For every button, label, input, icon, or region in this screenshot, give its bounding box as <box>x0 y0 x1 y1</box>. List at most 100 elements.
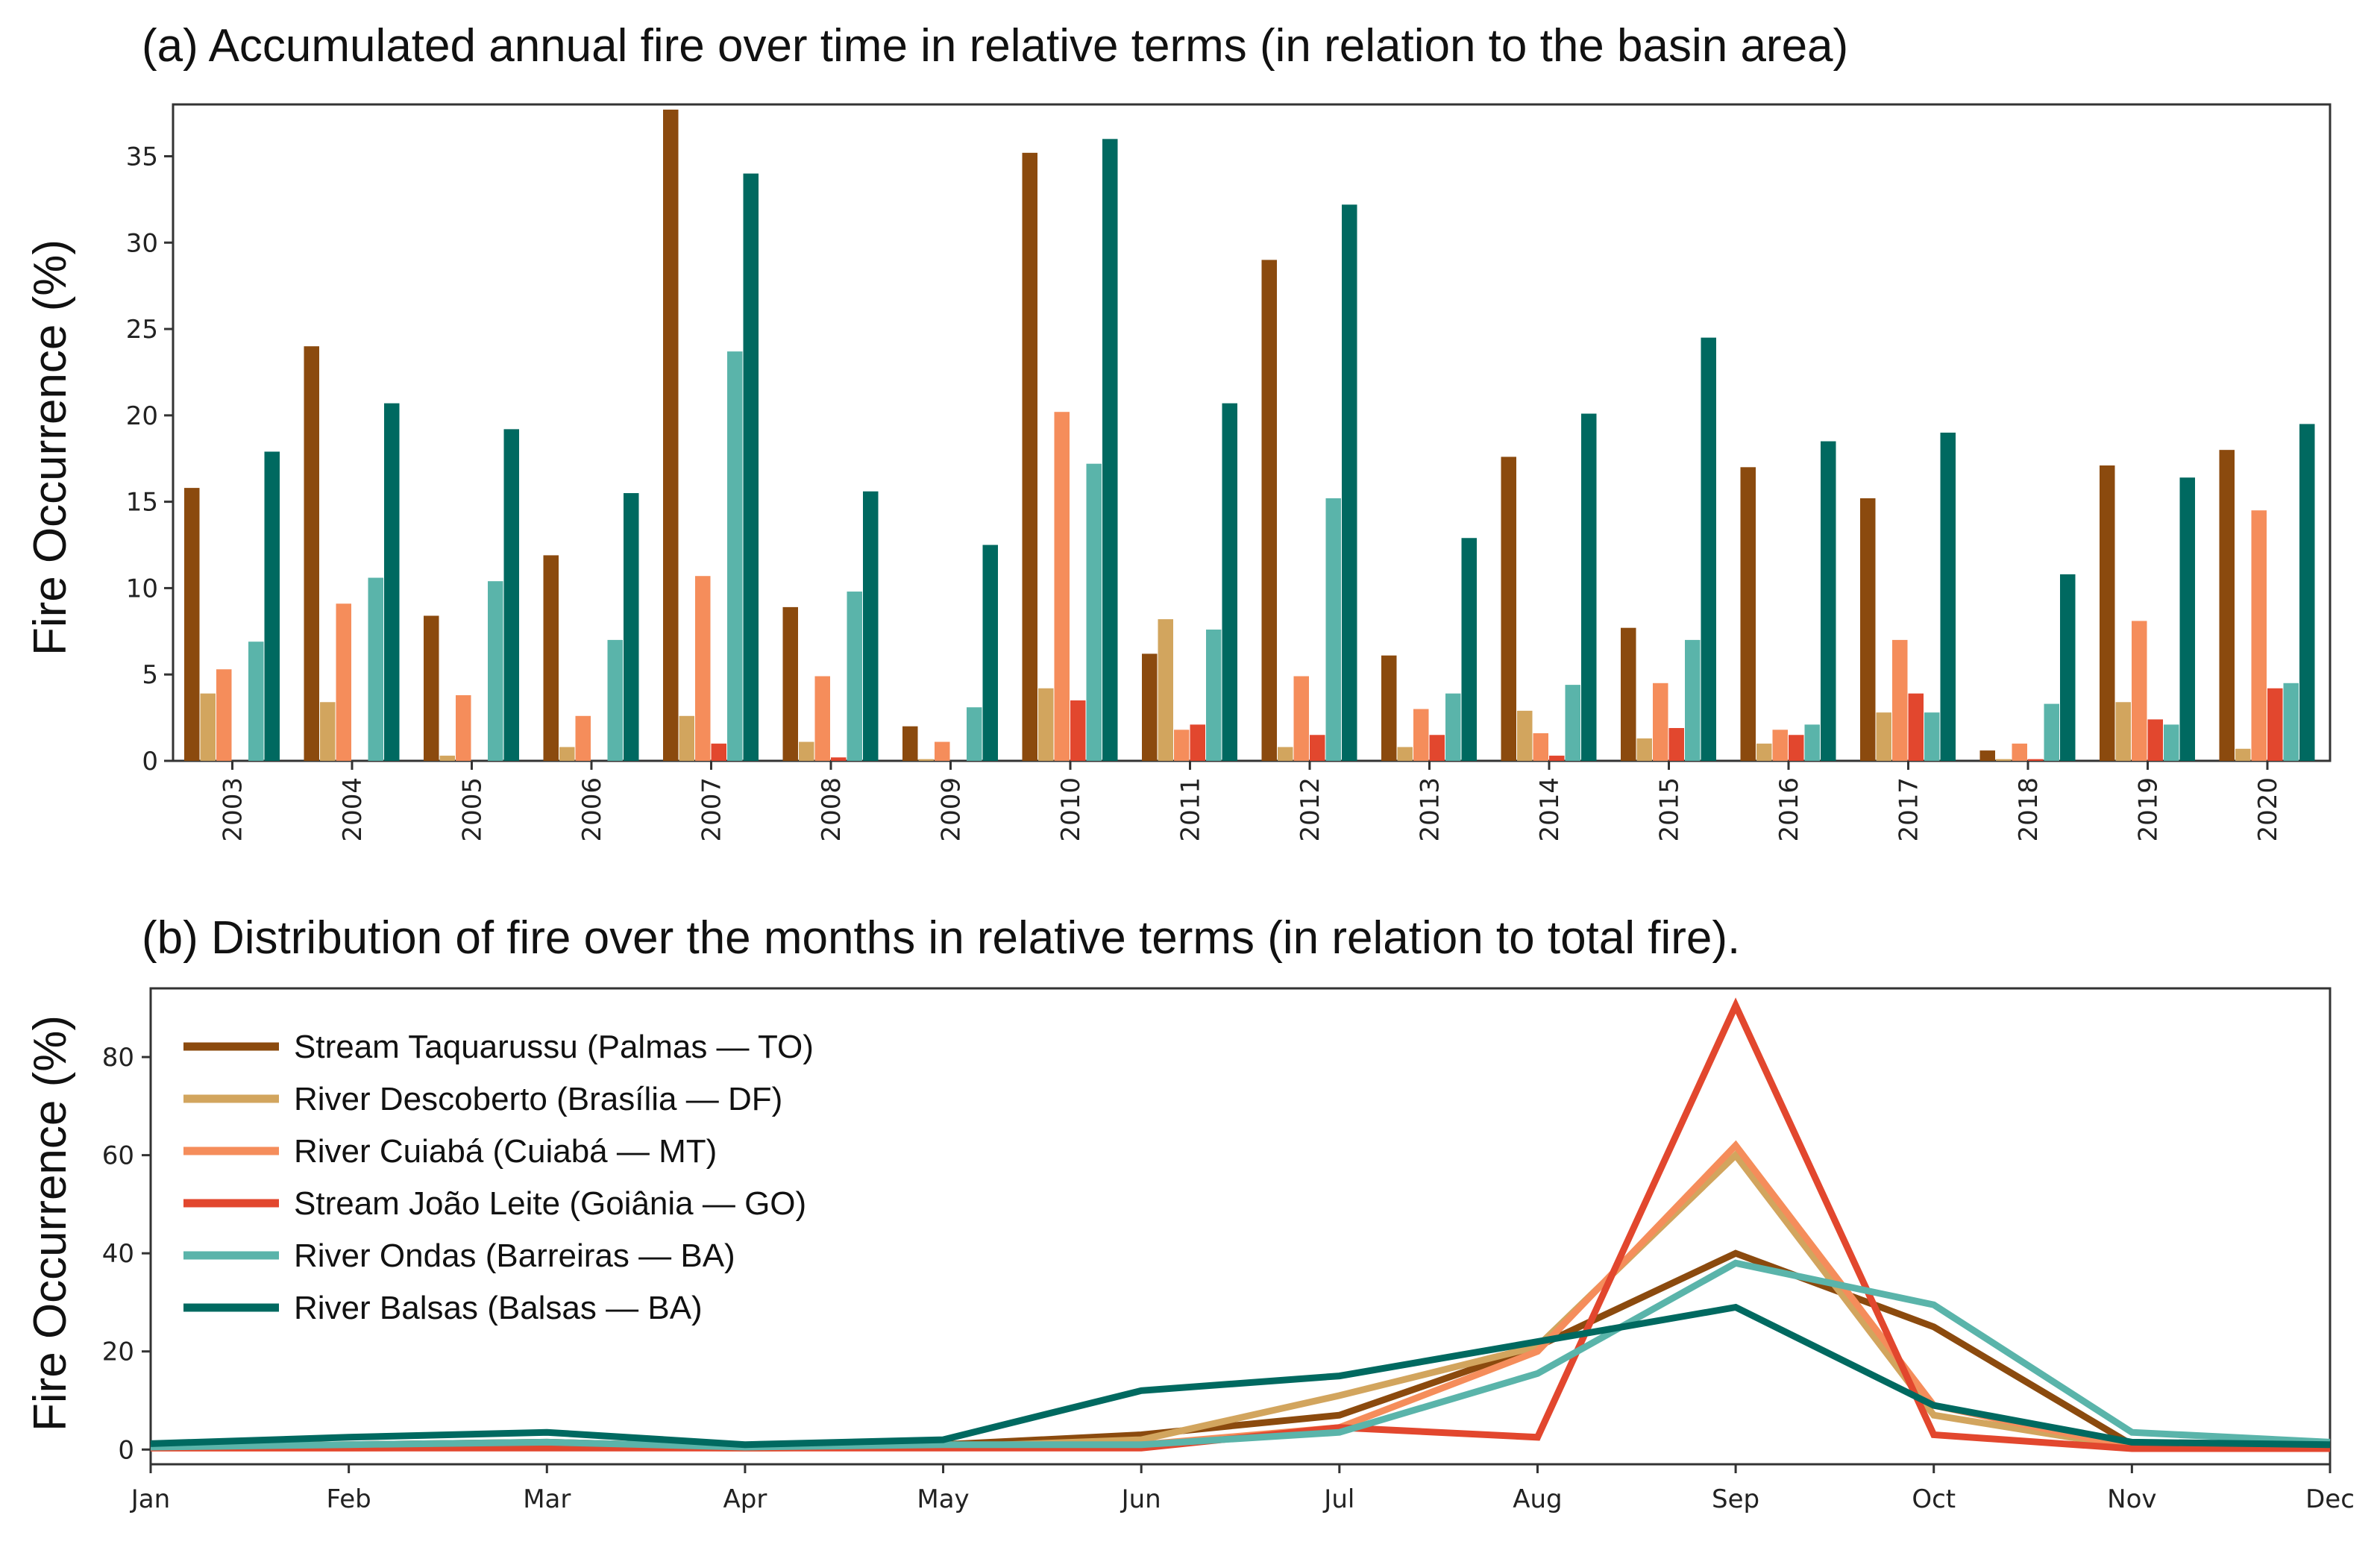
bar-2018-s4 <box>2028 759 2044 761</box>
bar-2013-s6 <box>1461 538 1477 761</box>
x-tick-label: 2017 <box>1894 777 1924 842</box>
bar-2009-s6 <box>982 545 998 761</box>
bar-2016-s6 <box>1821 441 1836 761</box>
bar-2007-s3 <box>695 576 711 761</box>
bar-2010-s1 <box>1022 152 1037 761</box>
bar-2020-s2 <box>2235 748 2251 761</box>
y-tick-label: 0 <box>142 747 158 777</box>
bar-2013-s1 <box>1381 655 1397 761</box>
bar-2019-s1 <box>2100 465 2115 761</box>
bar-2014-s4 <box>1549 756 1565 761</box>
bar-2016-s5 <box>1804 724 1820 761</box>
bar-2004-s1 <box>304 346 319 761</box>
line-series-group <box>150 997 2331 1452</box>
x-tick-label: 2007 <box>697 777 727 842</box>
panel-b-y-axis-label: Fire Occurrence (%) <box>25 1015 76 1431</box>
bar-2017-s1 <box>1860 498 1876 761</box>
bar-2015-s6 <box>1701 337 1716 761</box>
line-chart-frame <box>149 987 2332 1466</box>
bar-2008-s5 <box>847 592 862 761</box>
x-tick-label: 2016 <box>1774 777 1804 842</box>
bar-2011-s3 <box>1174 730 1190 761</box>
bar-2017-s4 <box>1908 693 1924 761</box>
bar-2005-s5 <box>488 581 503 761</box>
x-tick-label: 2006 <box>577 777 607 842</box>
bar-2006-s5 <box>607 639 623 761</box>
bar-2004-s6 <box>384 403 400 761</box>
bar-2019-s6 <box>2179 477 2195 761</box>
bar-2019-s2 <box>2115 702 2131 761</box>
bar-2013-s2 <box>1397 747 1413 761</box>
y-tick-label: 15 <box>126 488 158 518</box>
y-tick-label: 40 <box>102 1239 134 1269</box>
x-tick-label-jan: Jan <box>130 1484 170 1514</box>
bar-2010-s3 <box>1054 412 1070 761</box>
bar-2019-s3 <box>2132 621 2147 761</box>
y-tick-label: 5 <box>142 660 158 690</box>
legend: Stream Taquarussu (Palmas — TO) River Des… <box>183 1029 814 1326</box>
bar-2020-s1 <box>2219 450 2235 761</box>
bar-2006-s6 <box>624 493 639 761</box>
panel-a-y-axis-label: Fire Occurrence (%) <box>25 239 76 656</box>
bar-2011-s5 <box>1206 630 1222 761</box>
x-tick-label: 2014 <box>1535 777 1565 842</box>
bar-2009-s2 <box>918 759 934 761</box>
x-tick-label: 2020 <box>2253 777 2283 842</box>
bar-2006-s2 <box>559 747 575 761</box>
bar-2018-s5 <box>2044 703 2059 761</box>
bar-2006-s1 <box>543 555 559 761</box>
y-tick-label: 60 <box>102 1141 134 1171</box>
bar-2008-s6 <box>863 491 879 761</box>
bar-2017-s3 <box>1892 639 1908 761</box>
legend-label-5: River Ondas (Barreiras — BA) <box>294 1238 735 1274</box>
y-tick-label: 35 <box>126 142 158 172</box>
bar-2015-s2 <box>1636 738 1652 761</box>
bar-2017-s5 <box>1924 712 1940 761</box>
x-tick-label: 2004 <box>338 777 368 842</box>
bar-2007-s6 <box>743 173 759 761</box>
bar-2016-s4 <box>1789 735 1804 761</box>
y-tick-label: 30 <box>126 228 158 258</box>
x-tick-label-jun: Jun <box>1120 1484 1161 1514</box>
bar-2016-s1 <box>1740 467 1756 761</box>
line-chart-panel: 0 20 40 60 80 Jan Feb Mar Apr May Jun Jul Aug Sep Oct… <box>102 987 2355 1514</box>
bar-2009-s5 <box>967 707 982 761</box>
bar-2011-s2 <box>1158 619 1173 761</box>
bar-2015-s5 <box>1685 639 1701 761</box>
x-tick-label: 2005 <box>458 777 488 842</box>
bar-series-group <box>184 109 2315 762</box>
bar-2012-s5 <box>1325 498 1341 761</box>
bar-2018-s2 <box>1996 759 2012 761</box>
y-tick-label: 20 <box>126 401 158 431</box>
x-tick-label-apr: Apr <box>723 1484 767 1514</box>
bar-2013-s3 <box>1413 709 1429 761</box>
bar-2018-s3 <box>2012 743 2027 761</box>
y-tick-label: 0 <box>118 1435 134 1465</box>
bar-2003-s1 <box>184 488 200 761</box>
x-tick-label: 2010 <box>1056 777 1086 842</box>
bar-2019-s5 <box>2164 724 2179 761</box>
bar-2010-s6 <box>1102 139 1118 761</box>
bar-2020-s3 <box>2251 510 2267 761</box>
bar-2007-s5 <box>727 351 743 761</box>
bar-2017-s6 <box>1940 433 1956 761</box>
bar-2011-s6 <box>1222 403 1237 761</box>
bar-2003-s2 <box>200 693 216 761</box>
bar-2017-s2 <box>1876 712 1891 761</box>
bar-2018-s1 <box>1979 750 1995 761</box>
x-tick-label-sep: Sep <box>1712 1484 1759 1514</box>
bar-2009-s1 <box>902 726 918 761</box>
bar-chart-frame <box>172 103 2332 762</box>
bar-2008-s4 <box>831 757 847 761</box>
bar-2020-s5 <box>2283 683 2299 761</box>
series-line-5 <box>150 1259 2331 1451</box>
x-tick-label-nov: Nov <box>2107 1484 2156 1514</box>
bar-2009-s3 <box>935 741 950 761</box>
bar-2004-s3 <box>336 603 351 761</box>
bar-2012-s2 <box>1278 747 1293 761</box>
bar-2007-s1 <box>663 109 679 761</box>
x-tick-label: 2009 <box>937 777 967 842</box>
bar-2005-s6 <box>503 429 519 761</box>
bar-2003-s6 <box>264 451 280 761</box>
bar-chart-panel: 0 5 10 15 20 25 30 35 2003 2004 2005 2006 2007 2008 2… <box>126 103 2332 842</box>
